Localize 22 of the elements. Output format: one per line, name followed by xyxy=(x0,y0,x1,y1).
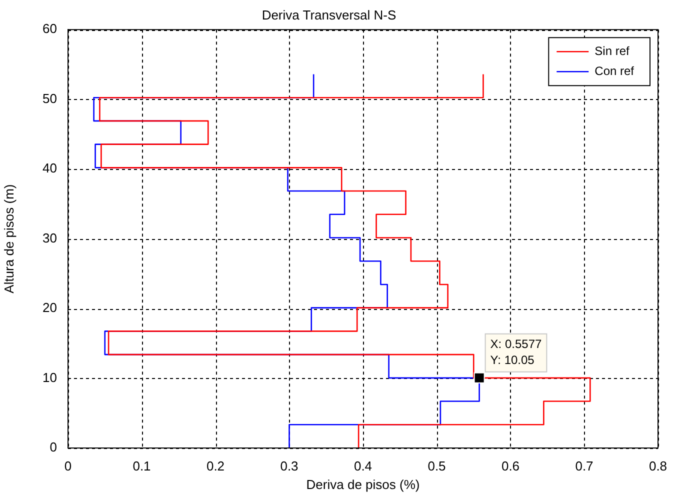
legend-label: Sin ref xyxy=(594,44,630,58)
x-tick-label: 0.2 xyxy=(206,458,225,474)
chart-title: Deriva Transversal N-S xyxy=(262,7,397,22)
x-axis-title: Deriva de pisos (%) xyxy=(306,476,420,492)
x-tick-label: 0.3 xyxy=(280,458,298,474)
x-tick-label: 0.6 xyxy=(501,458,520,474)
x-tick-label: 0.1 xyxy=(132,458,151,474)
y-tick-label: 10 xyxy=(42,370,57,385)
x-tick-label: 0.7 xyxy=(575,458,594,474)
y-tick-label: 60 xyxy=(42,21,57,36)
y-tick-label: 20 xyxy=(42,300,57,316)
y-axis-title: Altura de pisos (m) xyxy=(1,184,16,294)
annotation: X: 0.5577 Y: 10.05 xyxy=(490,337,542,368)
y-tick-label: 50 xyxy=(42,90,57,106)
x-tick-label: 0.5 xyxy=(428,458,446,474)
x-tick-label: 0.4 xyxy=(354,458,372,474)
legend-label: Con ref xyxy=(594,64,635,78)
x-tick-label: 0 xyxy=(64,458,72,474)
x-tick-label: 0.8 xyxy=(648,458,668,474)
y-tick-label: 30 xyxy=(42,230,57,246)
y-tick-label: 40 xyxy=(42,160,57,176)
y-tick-label: 0 xyxy=(50,440,57,455)
